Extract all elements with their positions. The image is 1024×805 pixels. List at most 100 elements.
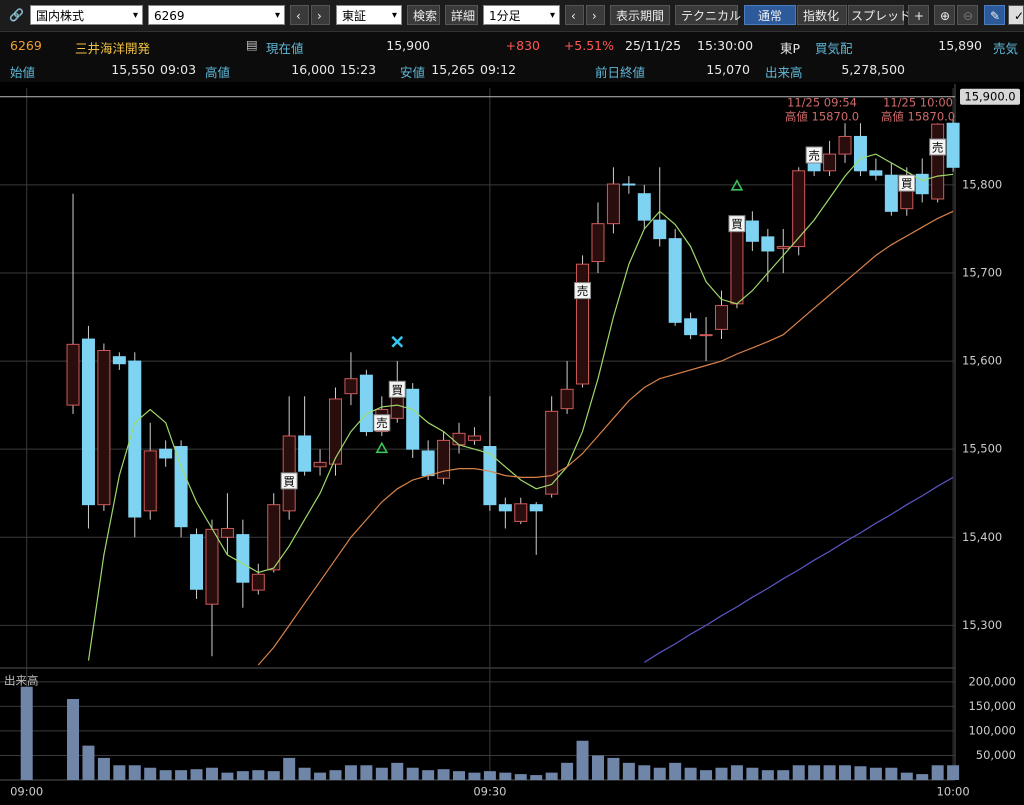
volume-bar — [684, 767, 697, 780]
y-tick-label: 15,300 — [962, 618, 1002, 632]
prev-button[interactable]: ‹ — [290, 5, 309, 25]
volume-bar — [205, 767, 218, 780]
candle-body — [467, 435, 481, 441]
detail-button[interactable]: 詳細 — [445, 5, 478, 25]
value: +5.51% — [563, 38, 614, 53]
volume-bar — [67, 699, 80, 780]
volume-bar — [329, 770, 342, 780]
period-button[interactable]: 表示期間 — [610, 5, 670, 25]
zoom-out-button[interactable]: ⊖ — [957, 5, 978, 25]
candle-body — [637, 193, 651, 221]
label: 前日終値 — [595, 65, 646, 80]
pane-separator — [0, 667, 955, 669]
volume-bar — [422, 770, 435, 780]
pane-label: 出来高 — [4, 674, 39, 688]
volume-bar — [391, 762, 404, 780]
signal-label: 売 — [376, 416, 388, 430]
candle-body — [745, 220, 759, 242]
prev-button[interactable]: ‹ — [565, 5, 584, 25]
volume-bar — [499, 772, 512, 780]
volume-bar — [221, 772, 234, 780]
volume-bar — [468, 772, 481, 780]
moving-average — [257, 210, 954, 666]
zoom-in-button[interactable]: ⊕ — [934, 5, 955, 25]
high-note: 高値 15870.0 — [785, 110, 859, 124]
volume-bar — [252, 770, 265, 780]
last-price-label: 15,900.0 — [964, 89, 1015, 103]
spread-button[interactable]: スプレッド — [848, 5, 911, 25]
candle-body — [251, 573, 265, 591]
candle-body — [884, 174, 898, 212]
candle-body — [761, 236, 775, 252]
volume-bar — [839, 765, 852, 780]
normal-button[interactable]: 通常 — [744, 5, 796, 25]
volume-bar — [175, 770, 188, 780]
code-input[interactable]: 6269 — [148, 5, 285, 26]
volume-bar — [916, 774, 929, 780]
candle-body — [730, 230, 744, 305]
add-button[interactable]: + — [908, 5, 929, 25]
volume-bar — [514, 774, 527, 780]
candle-body — [313, 461, 327, 468]
volume-bar — [267, 771, 280, 780]
volume-bar — [344, 765, 357, 780]
candle-body — [406, 388, 420, 450]
x-tick-label: 10:00 — [937, 785, 970, 799]
candle-body — [437, 439, 451, 479]
triangle-marker — [375, 441, 389, 454]
candle-body — [792, 170, 806, 248]
label: 売気 — [993, 41, 1019, 56]
exchange-select[interactable]: 東証 — [336, 5, 402, 26]
value: 09:12 — [480, 62, 517, 77]
toolbar: 🔗 国内株式 6269 ‹ › 東証 検索 詳細 1分足 ‹ › 表示期間 テク… — [0, 0, 1024, 32]
y-tick-label: 15,500 — [962, 442, 1002, 456]
candle-body — [97, 350, 111, 506]
signal-label: 買 — [901, 177, 913, 191]
indexed-button[interactable]: 指数化 — [797, 5, 847, 25]
check-button[interactable]: ✓ — [1008, 5, 1024, 25]
value: 09:03 — [160, 62, 197, 77]
candle-body — [66, 343, 80, 406]
volume-bar — [406, 767, 419, 780]
candle-body — [776, 246, 790, 249]
market-select[interactable]: 国内株式 — [30, 5, 143, 26]
moving-average — [643, 476, 954, 663]
volume-bar — [607, 757, 620, 780]
volume-bar — [159, 770, 172, 780]
value: 25/11/25 — [625, 38, 682, 53]
volume-bar — [236, 771, 249, 780]
link-icon[interactable]: 🔗 — [9, 8, 24, 22]
candle-body — [143, 450, 157, 512]
signal-box — [805, 146, 823, 164]
candle-body — [869, 170, 883, 176]
candle-body — [823, 153, 837, 172]
doc-icon[interactable]: ▤ — [246, 37, 258, 52]
candle-body — [81, 338, 95, 506]
label: 安値 — [400, 65, 426, 80]
volume-bar — [314, 772, 327, 780]
candle-body — [112, 356, 126, 365]
y-tick-label: 200,000 — [968, 674, 1016, 688]
moving-average — [87, 153, 954, 661]
volume-bar — [190, 769, 203, 780]
draw-button[interactable]: ✎ — [984, 5, 1005, 25]
technical-button[interactable]: テクニカル — [675, 5, 741, 25]
x-tick-label: 09:00 — [10, 785, 43, 799]
interval-select[interactable]: 1分足 — [483, 5, 560, 26]
y-tick-label: 50,000 — [976, 748, 1016, 762]
high-note-date: 11/25 09:54 — [787, 96, 857, 110]
volume-bar — [20, 686, 33, 780]
volume-bar — [82, 745, 95, 780]
signal-label: 売 — [808, 148, 820, 162]
value: 5,278,500 — [841, 62, 905, 77]
volume-bar — [900, 772, 913, 780]
signal-box — [898, 174, 916, 192]
search-button[interactable]: 検索 — [407, 5, 440, 25]
quote-code: 6269 — [10, 38, 42, 53]
next-button[interactable]: › — [311, 5, 330, 25]
volume-bar — [483, 771, 496, 780]
next-button[interactable]: › — [586, 5, 605, 25]
cross-marker — [391, 335, 404, 348]
label: 始値 — [10, 65, 36, 80]
